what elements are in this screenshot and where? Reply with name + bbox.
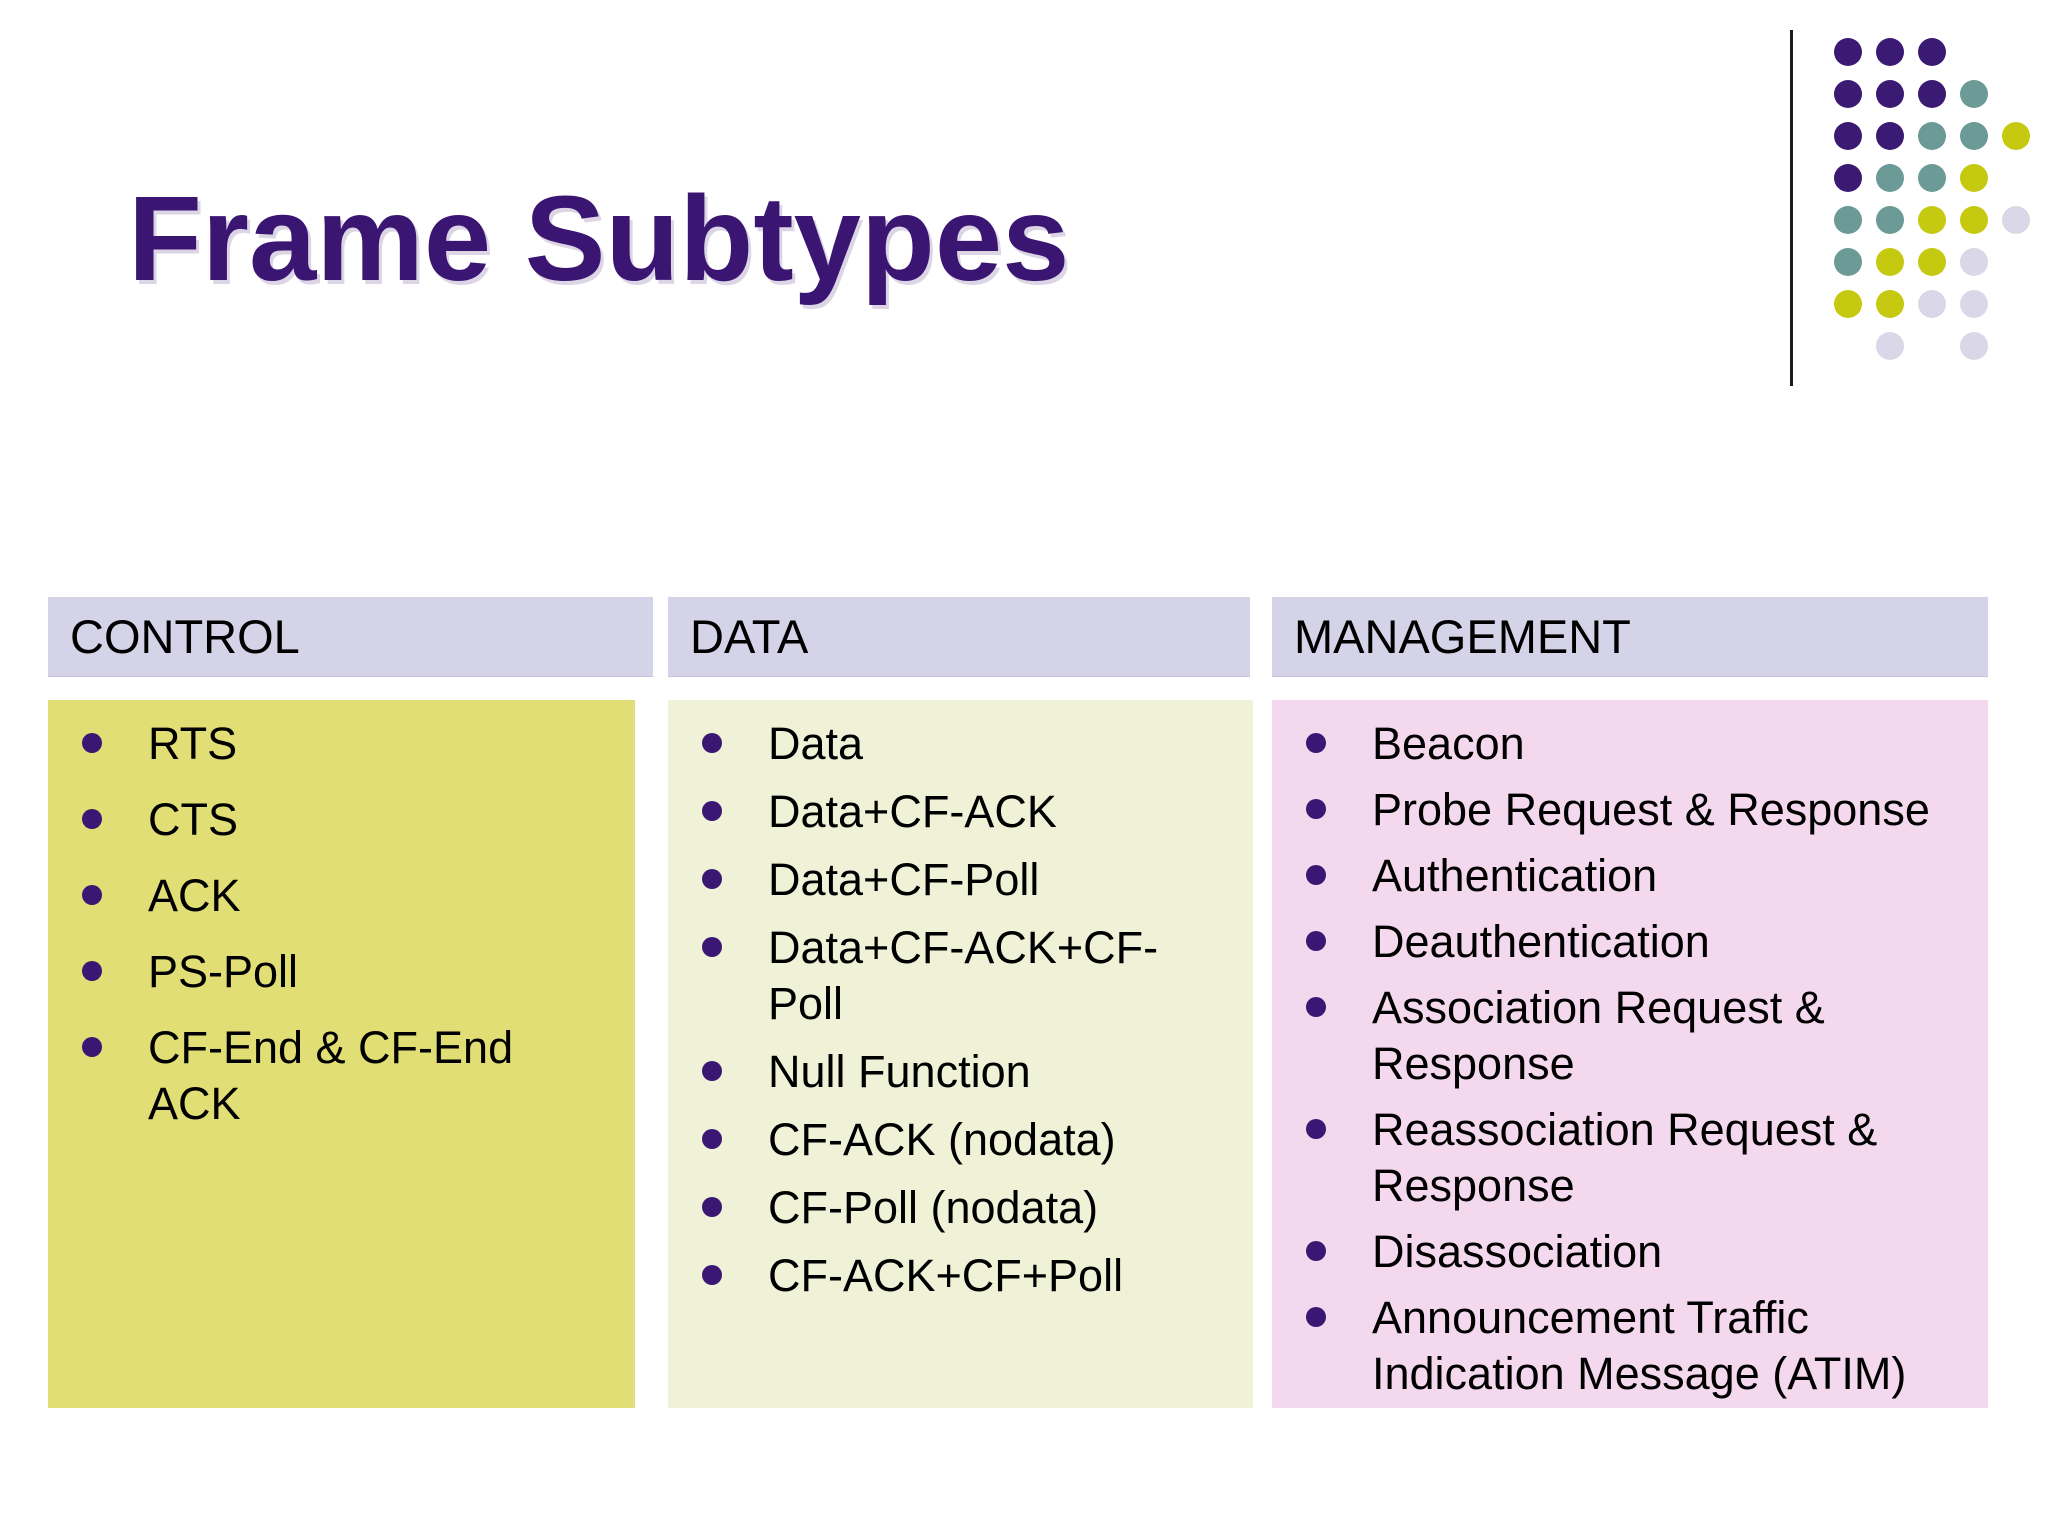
page-title: Frame Subtypes bbox=[128, 170, 1070, 306]
list-item: Association Request & Response bbox=[1304, 980, 1968, 1092]
list-item: RTS bbox=[80, 716, 595, 772]
list-item: Announcement Traffic Indication Message … bbox=[1304, 1290, 1968, 1402]
decoration-dot bbox=[1876, 332, 1904, 360]
list-item: Disassociation bbox=[1304, 1224, 1968, 1280]
column-body-control: RTS CTS ACK PS-Poll CF-End & CF-End ACK bbox=[48, 700, 635, 1408]
list-item: CF-ACK (nodata) bbox=[700, 1112, 1233, 1168]
decoration-dot bbox=[2002, 206, 2030, 234]
decoration-dot bbox=[1834, 248, 1862, 276]
control-subtype-list: RTS CTS ACK PS-Poll CF-End & CF-End ACK bbox=[48, 700, 635, 1132]
decoration-dot bbox=[2002, 122, 2030, 150]
management-subtype-list: Beacon Probe Request & Response Authentica… bbox=[1272, 700, 1988, 1402]
decoration-dot bbox=[1834, 38, 1862, 66]
data-subtype-list: Data Data+CF-ACK Data+CF-Poll Data+CF-ACK+C… bbox=[668, 700, 1253, 1304]
decoration-dot bbox=[1876, 206, 1904, 234]
decoration-dot bbox=[1960, 206, 1988, 234]
decoration-dot bbox=[1960, 164, 1988, 192]
list-item: Beacon bbox=[1304, 716, 1968, 772]
list-item: PS-Poll bbox=[80, 944, 595, 1000]
decoration-dot bbox=[1960, 80, 1988, 108]
decoration-dot bbox=[1834, 80, 1862, 108]
list-item: ACK bbox=[80, 868, 595, 924]
decoration-dot bbox=[1918, 122, 1946, 150]
list-item: Probe Request & Response bbox=[1304, 782, 1968, 838]
decoration-dot bbox=[1876, 122, 1904, 150]
list-item: Null Function bbox=[700, 1044, 1233, 1100]
list-item: CF-End & CF-End ACK bbox=[80, 1020, 595, 1132]
column-body-management: Beacon Probe Request & Response Authentica… bbox=[1272, 700, 1988, 1408]
decoration-vertical-rule bbox=[1790, 30, 1793, 386]
decoration-dot bbox=[1834, 290, 1862, 318]
column-body-data: Data Data+CF-ACK Data+CF-Poll Data+CF-ACK+C… bbox=[668, 700, 1253, 1408]
decoration-dot bbox=[1960, 290, 1988, 318]
decoration-dot bbox=[1918, 164, 1946, 192]
decoration-dot bbox=[1918, 38, 1946, 66]
list-item: Data bbox=[700, 716, 1233, 772]
decoration-dot bbox=[1876, 38, 1904, 66]
decoration-dot bbox=[1918, 206, 1946, 234]
decoration-dot bbox=[1834, 164, 1862, 192]
list-item: Reassociation Request & Response bbox=[1304, 1102, 1968, 1214]
column-header-management: MANAGEMENT bbox=[1272, 597, 1988, 677]
list-item: Data+CF-ACK+CF-Poll bbox=[700, 920, 1233, 1032]
list-item: Authentication bbox=[1304, 848, 1968, 904]
list-item: Data+CF-ACK bbox=[700, 784, 1233, 840]
decoration-dot bbox=[1876, 290, 1904, 318]
column-header-data: DATA bbox=[668, 597, 1250, 677]
decoration-dot bbox=[1876, 164, 1904, 192]
decoration-dot bbox=[1876, 80, 1904, 108]
list-item: CTS bbox=[80, 792, 595, 848]
decoration-dot bbox=[1960, 248, 1988, 276]
list-item: Data+CF-Poll bbox=[700, 852, 1233, 908]
decoration-dot bbox=[1918, 290, 1946, 318]
decoration-dot bbox=[1918, 248, 1946, 276]
list-item: CF-ACK+CF+Poll bbox=[700, 1248, 1233, 1304]
decoration-dot bbox=[1834, 122, 1862, 150]
decoration-dot bbox=[1960, 332, 1988, 360]
list-item: CF-Poll (nodata) bbox=[700, 1180, 1233, 1236]
list-item: Deauthentication bbox=[1304, 914, 1968, 970]
decoration-dot bbox=[1876, 248, 1904, 276]
column-header-control: CONTROL bbox=[48, 597, 653, 677]
decoration-dot bbox=[1834, 206, 1862, 234]
decoration-dot bbox=[1960, 122, 1988, 150]
decoration-dot bbox=[1918, 80, 1946, 108]
